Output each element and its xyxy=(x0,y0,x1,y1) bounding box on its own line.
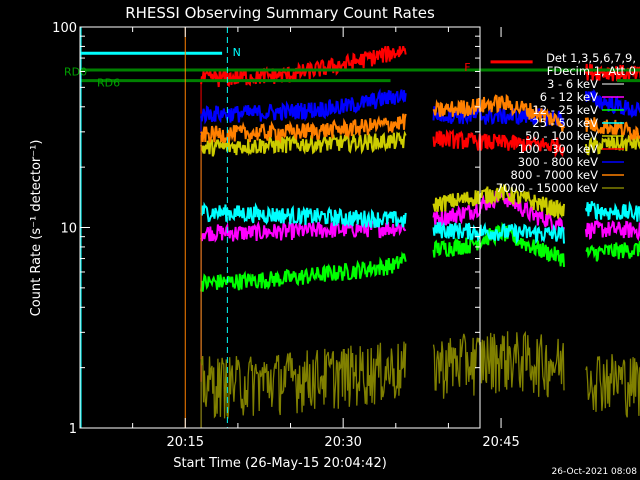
x-tick-label: 20:15 xyxy=(167,435,204,450)
legend-label: 100 - 300 keV xyxy=(518,142,598,156)
y-axis-label: Count Rate (s⁻¹ detector⁻¹) xyxy=(29,140,44,317)
legend: Det 1,3,5,6,7,9,FDecim 1, Att 03 - 6 keV… xyxy=(496,51,636,195)
y-tick-label: 10 xyxy=(60,222,77,237)
series-line xyxy=(200,45,640,159)
y-tick-label: 100 xyxy=(52,21,77,36)
series-line xyxy=(200,330,640,419)
legend-label: 800 - 7000 keV xyxy=(510,168,598,182)
annotation-rd0: RD0 xyxy=(64,65,87,78)
series-line xyxy=(200,221,640,292)
series-line xyxy=(200,88,640,127)
series-7000-15000-kev xyxy=(200,330,640,428)
chart-title: RHESSI Observing Summary Count Rates xyxy=(125,4,435,22)
legend-label: 300 - 800 keV xyxy=(518,155,598,169)
legend-label: 6 - 12 keV xyxy=(540,90,598,104)
y-tick-label: 1 xyxy=(69,422,77,437)
annotation-f: F xyxy=(464,61,470,74)
x-tick-label: 20:45 xyxy=(482,435,519,450)
series-line xyxy=(200,200,640,245)
legend-header: FDecim 1, Att 0 xyxy=(547,64,636,78)
annotation-n: N xyxy=(233,46,241,59)
x-tick-label: 20:30 xyxy=(324,435,361,450)
legend-header: Det 1,3,5,6,7,9, xyxy=(546,51,636,65)
legend-label: 7000 - 15000 keV xyxy=(496,181,598,195)
plot-area xyxy=(200,45,640,428)
legend-label: 3 - 6 keV xyxy=(547,77,598,91)
timestamp: 26-Oct-2021 08:08 xyxy=(552,467,638,477)
legend-label: 25 - 50 keV xyxy=(532,116,598,130)
marker-layer: NFSRD0RD6 xyxy=(64,27,640,428)
annotation-rd6: RD6 xyxy=(97,76,120,89)
legend-label: 50 - 100 keV xyxy=(525,129,598,143)
x-axis-label: Start Time (26-May-15 20:04:42) xyxy=(173,456,387,471)
legend-label: 12 - 25 keV xyxy=(532,103,598,117)
